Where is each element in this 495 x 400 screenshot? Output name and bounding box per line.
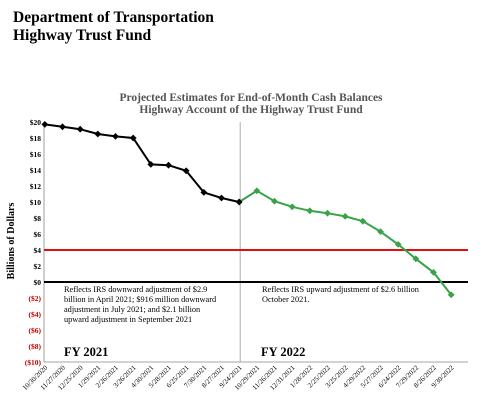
y-tick-label: $10 (30, 198, 42, 207)
y-tick-label: $4 (34, 246, 42, 255)
data-point-fy2022 (253, 187, 261, 195)
data-point-fy2021 (59, 123, 66, 131)
data-point-fy2022 (306, 207, 314, 215)
header-title: Department of Transportation (13, 9, 214, 26)
data-point-fy2022 (271, 197, 278, 205)
chart-subtitle: Highway Account of the Highway Trust Fun… (139, 104, 363, 116)
y-tick-label: $12 (30, 182, 42, 191)
data-point-fy2022 (412, 255, 420, 263)
data-point-fy2021 (112, 133, 119, 140)
data-point-fy2022 (341, 213, 349, 220)
data-point-fy2022 (359, 217, 367, 225)
data-point-fy2022 (394, 241, 402, 248)
data-point-fy2022 (430, 269, 437, 276)
data-point-fy2021 (218, 194, 225, 202)
y-tick-label: $20 (30, 118, 42, 127)
data-point-fy2021 (41, 121, 49, 128)
y-tick-label: $16 (30, 150, 42, 159)
y-tick-label: $6 (34, 230, 42, 239)
data-point-fy2022 (377, 228, 384, 235)
data-point-fy2021 (182, 167, 190, 175)
data-point-fy2021 (200, 189, 208, 196)
data-point-fy2021 (94, 130, 102, 138)
data-point-fy2021 (129, 134, 137, 142)
y-tick-label: ($8) (29, 342, 42, 351)
data-point-fy2021 (235, 198, 243, 206)
series-line-fy2022 (238, 189, 452, 296)
y-tick-label: ($2) (29, 294, 42, 303)
data-point-fy2021 (76, 125, 84, 133)
y-axis-label: Billions of Dollars (6, 203, 17, 280)
y-tick-label: ($10) (25, 358, 42, 367)
fy-2021-label: FY 2021 (64, 345, 108, 359)
y-tick-label: $18 (30, 134, 42, 143)
annotation-fy2021: Reflects IRS downward adjustment of $2.9… (64, 285, 218, 324)
data-point-fy2022 (324, 209, 331, 217)
y-tick-label: $0 (34, 278, 42, 287)
chart-title: Projected Estimates for End-of-Month Cas… (119, 92, 383, 104)
fy-2022-label: FY 2022 (261, 345, 305, 359)
header-subtitle: Highway Trust Fund (13, 27, 152, 44)
y-tick-label: $2 (34, 262, 42, 271)
page-header: Department of Transportation Highway Tru… (13, 9, 214, 45)
data-point-fy2021 (147, 161, 155, 168)
data-point-fy2021 (165, 161, 172, 169)
y-tick-label: $8 (34, 214, 42, 223)
data-point-fy2022 (447, 291, 455, 299)
y-tick-label: ($4) (29, 310, 42, 319)
series-line-fy2021 (44, 123, 240, 203)
annotation-fy2022: Reflects IRS upward adjustment of $2.6 b… (262, 285, 421, 304)
y-tick-label: $14 (30, 166, 42, 175)
data-point-fy2022 (288, 203, 296, 211)
y-tick-label: ($6) (29, 326, 42, 335)
